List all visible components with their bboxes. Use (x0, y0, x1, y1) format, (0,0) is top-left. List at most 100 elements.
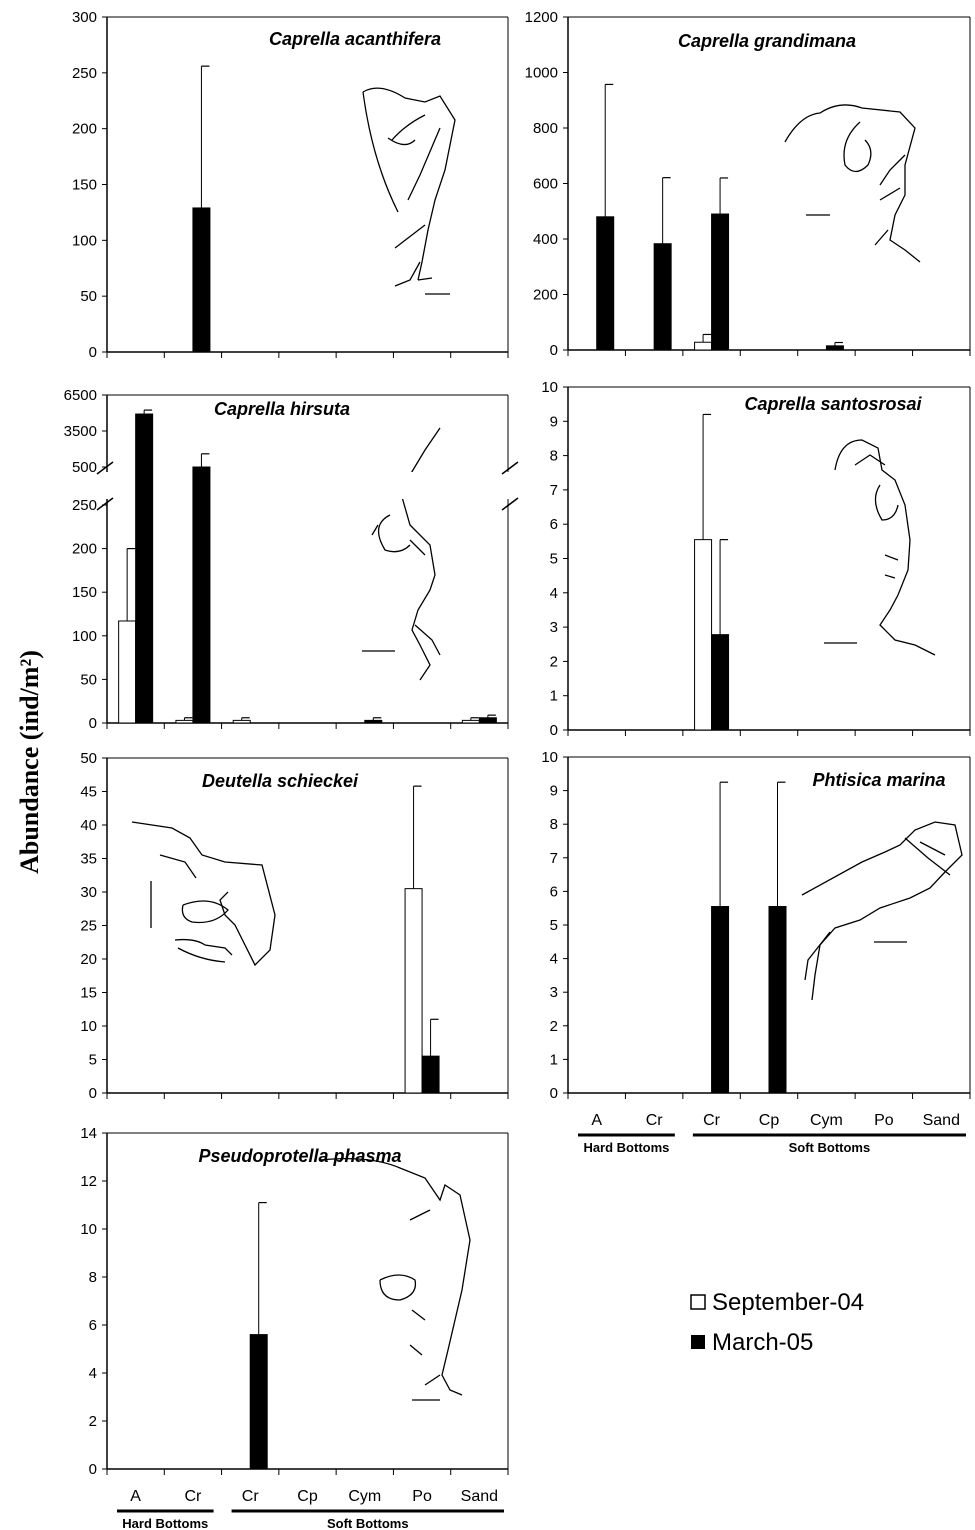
legend-label-march: March-05 (712, 1329, 813, 1356)
y-tick-label: 0 (89, 715, 97, 732)
x-tick-label: Sand (461, 1488, 498, 1505)
bar-september (232, 719, 251, 724)
bar-march (711, 634, 730, 731)
y-tick-label: 1 (550, 688, 558, 705)
chart-panel: 0 1 2 3 4 5 6 7 8 9 10 Caprella santosrosai (541, 379, 971, 739)
y-tick-label: 600 (533, 176, 558, 193)
y-tick-label: 200 (533, 287, 558, 304)
y-tick-label: 30 (80, 884, 97, 901)
chart-title: Caprella acanthifera (269, 29, 441, 49)
x-tick-label: Po (874, 1112, 894, 1129)
y-tick-label: 9 (550, 413, 558, 430)
x-tick-label: Sand (923, 1112, 960, 1129)
y-tick-label: 25 (80, 918, 97, 935)
caprella-grandimana-illustration (784, 104, 921, 263)
y-tick-label: 300 (72, 9, 97, 26)
bar-march (192, 466, 211, 724)
x-tick-label: Cr (184, 1488, 202, 1505)
x-tick-label: Cym (810, 1112, 843, 1129)
x-tick-label: Cr (703, 1112, 721, 1129)
y-tick-label: 6 (89, 1317, 97, 1334)
y-tick-label: 250 (72, 65, 97, 82)
bar-march (421, 1055, 440, 1094)
caprella-santosrosai-illustration (824, 439, 936, 656)
y-tick-label: 50 (80, 750, 97, 767)
y-tick-label: 8 (89, 1269, 97, 1286)
deutella-schieckei-illustration (131, 821, 276, 967)
bar-september (461, 719, 480, 724)
caprella-acanthifera-illustration (362, 87, 456, 295)
y-tick-label: 200 (72, 121, 97, 138)
y-tick-label: 5 (550, 917, 558, 934)
y-tick-label: 8 (550, 448, 558, 465)
x-tick-label: A (591, 1112, 602, 1129)
y-tick-label: 150 (72, 177, 97, 194)
y-tick-label: 1 (550, 1051, 558, 1068)
y-tick-label: 4 (550, 585, 558, 602)
chart-title: Caprella santosrosai (744, 394, 922, 414)
y-tick-label: 100 (72, 232, 97, 249)
bar-march (135, 413, 154, 724)
y-tick-label: 0 (550, 342, 558, 359)
chart-panel: 0 2 4 6 8 10 12 14 Pseudoprotella phasma A Cr Cr Cp C… (80, 1125, 509, 1530)
y-tick-label: 3 (550, 984, 558, 1001)
y-tick-label: 500 (72, 459, 97, 476)
y-tick-label: 8 (550, 816, 558, 833)
y-tick-label: 6 (550, 516, 558, 533)
y-tick-label: 10 (541, 749, 558, 766)
y-tick-label: 5 (89, 1052, 97, 1069)
bar-march (596, 216, 615, 351)
chart-panel: 0 5 10 15 20 25 30 35 40 45 50 Deutella schieckei (80, 750, 509, 1102)
group-label-soft: Soft Bottoms (789, 1140, 871, 1155)
y-tick-label: 5 (550, 551, 558, 568)
y-tick-label: 14 (80, 1125, 97, 1142)
bar-september (694, 539, 713, 731)
y-tick-label: 35 (80, 851, 97, 868)
caprella-hirsuta-illustration (362, 427, 441, 681)
chart-panel: 0 200 400 600 800 1000 1200 Caprella grandimana (525, 9, 971, 359)
y-tick-label: 400 (533, 231, 558, 248)
y-tick-label: 1000 (525, 65, 558, 82)
bar-march (478, 717, 497, 724)
y-tick-label: 0 (89, 1085, 97, 1102)
y-tick-label: 10 (541, 379, 558, 396)
y-tick-label: 6500 (64, 387, 97, 404)
bar-march (825, 345, 844, 351)
y-tick-label: 0 (550, 722, 558, 739)
y-tick-label: 20 (80, 951, 97, 968)
bar-march (192, 207, 211, 353)
bar-september (404, 888, 423, 1094)
y-tick-label: 15 (80, 985, 97, 1002)
y-tick-label: 7 (550, 482, 558, 499)
y-tick-label: 12 (80, 1173, 97, 1190)
y-tick-label: 150 (72, 584, 97, 601)
axis-break-mark (96, 497, 114, 511)
y-tick-label: 3 (550, 619, 558, 636)
x-tick-label: Cp (297, 1488, 318, 1505)
chart-title: Pseudoprotella phasma (198, 1146, 401, 1166)
y-tick-label: 50 (80, 288, 97, 305)
chart-title: Phtisica marina (812, 770, 945, 790)
legend-label-september: September-04 (712, 1289, 864, 1316)
y-tick-label: 250 (72, 497, 97, 514)
y-tick-label: 7 (550, 850, 558, 867)
y-tick-label: 100 (72, 628, 97, 645)
x-tick-label: A (130, 1488, 141, 1505)
chart-title: Caprella grandimana (678, 31, 856, 51)
bar-march (364, 719, 383, 724)
x-tick-label: Po (412, 1488, 432, 1505)
phtisica-marina-illustration (801, 821, 963, 1001)
legend-swatch-march (691, 1335, 705, 1349)
y-tick-label: 6 (550, 883, 558, 900)
bar-september (175, 719, 194, 724)
y-tick-label: 200 (72, 541, 97, 558)
chart-title: Deutella schieckei (202, 771, 359, 791)
y-tick-label: 9 (550, 783, 558, 800)
y-tick-label: 40 (80, 817, 97, 834)
bar-march (653, 243, 672, 351)
axis-break-gap (103, 472, 512, 499)
y-tick-label: 2 (550, 1018, 558, 1035)
chart-title: Caprella hirsuta (214, 399, 350, 419)
axis-break-mark (501, 497, 519, 511)
